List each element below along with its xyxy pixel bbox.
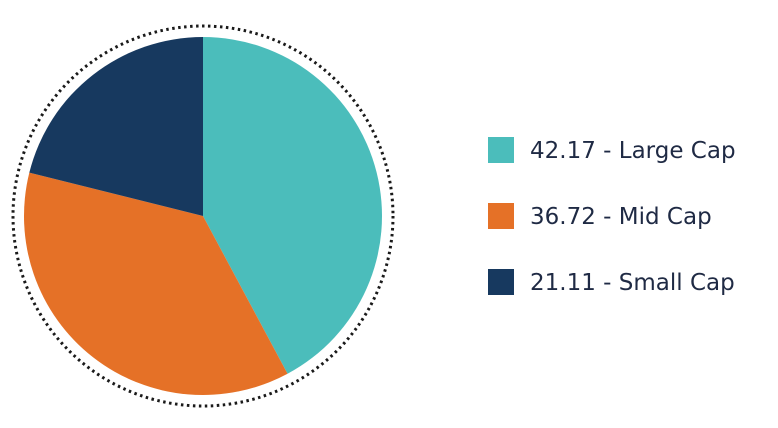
pie-outline-dotted [11, 24, 395, 408]
legend-item-mid-cap: 36.72 - Mid Cap [488, 203, 712, 230]
legend-label-small-cap: 21.11 - Small Cap [530, 270, 735, 296]
legend: 42.17 - Large Cap 36.72 - Mid Cap 21.11 - … [488, 137, 736, 296]
legend-label-large-cap: 42.17 - Large Cap [530, 138, 736, 164]
legend-swatch-mid-cap [488, 203, 514, 229]
pie-slices [23, 37, 382, 395]
pie-slice-small-cap [29, 37, 203, 216]
legend-swatch-large-cap [488, 137, 514, 163]
legend-item-large-cap: 42.17 - Large Cap [488, 137, 736, 164]
legend-label-mid-cap: 36.72 - Mid Cap [530, 204, 712, 230]
legend-item-small-cap: 21.11 - Small Cap [488, 269, 735, 296]
legend-swatch-small-cap [488, 269, 514, 295]
pie-slice-large-cap [203, 37, 382, 374]
pie-slice-mid-cap [23, 172, 288, 395]
